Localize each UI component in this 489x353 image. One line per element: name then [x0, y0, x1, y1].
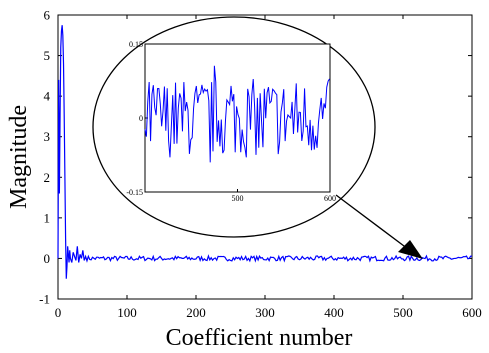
y-axis-label: Magnitude — [6, 105, 32, 209]
y-tick-label: 4 — [44, 89, 51, 104]
y-tick-label: 6 — [44, 8, 51, 23]
x-tick-label: 400 — [324, 305, 344, 320]
x-tick-label: 300 — [255, 305, 275, 320]
x-axis-label: Coefficient number — [166, 325, 353, 351]
y-tick-label: 5 — [44, 48, 51, 63]
x-tick-label: 200 — [186, 305, 206, 320]
inset-y-tick-label: 0.15 — [129, 40, 143, 49]
y-tick-label: 1 — [44, 210, 51, 225]
zoom-arrowhead — [398, 240, 423, 259]
inset-plot-area — [144, 43, 331, 193]
zoom-arrow-line — [335, 194, 409, 250]
y-tick-label: 3 — [44, 129, 51, 144]
inset-x-tick-label: 500 — [232, 194, 244, 203]
y-tick-label: 2 — [44, 170, 51, 185]
series-line — [57, 25, 473, 279]
inset-x-tick-label: 600 — [324, 194, 336, 203]
inset-y-tick-label: 0 — [139, 114, 143, 123]
x-axis-ticks: 0 100 200 300 400 500 600 — [55, 15, 482, 320]
x-tick-label: 0 — [55, 305, 62, 320]
y-tick-label: -1 — [39, 292, 50, 307]
inset-series-line — [144, 65, 330, 163]
x-tick-label: 500 — [393, 305, 413, 320]
inset-y-tick-label: -0.15 — [126, 188, 143, 197]
x-tick-label: 600 — [462, 305, 482, 320]
x-tick-label: 100 — [117, 305, 137, 320]
y-tick-label: 0 — [44, 251, 51, 266]
